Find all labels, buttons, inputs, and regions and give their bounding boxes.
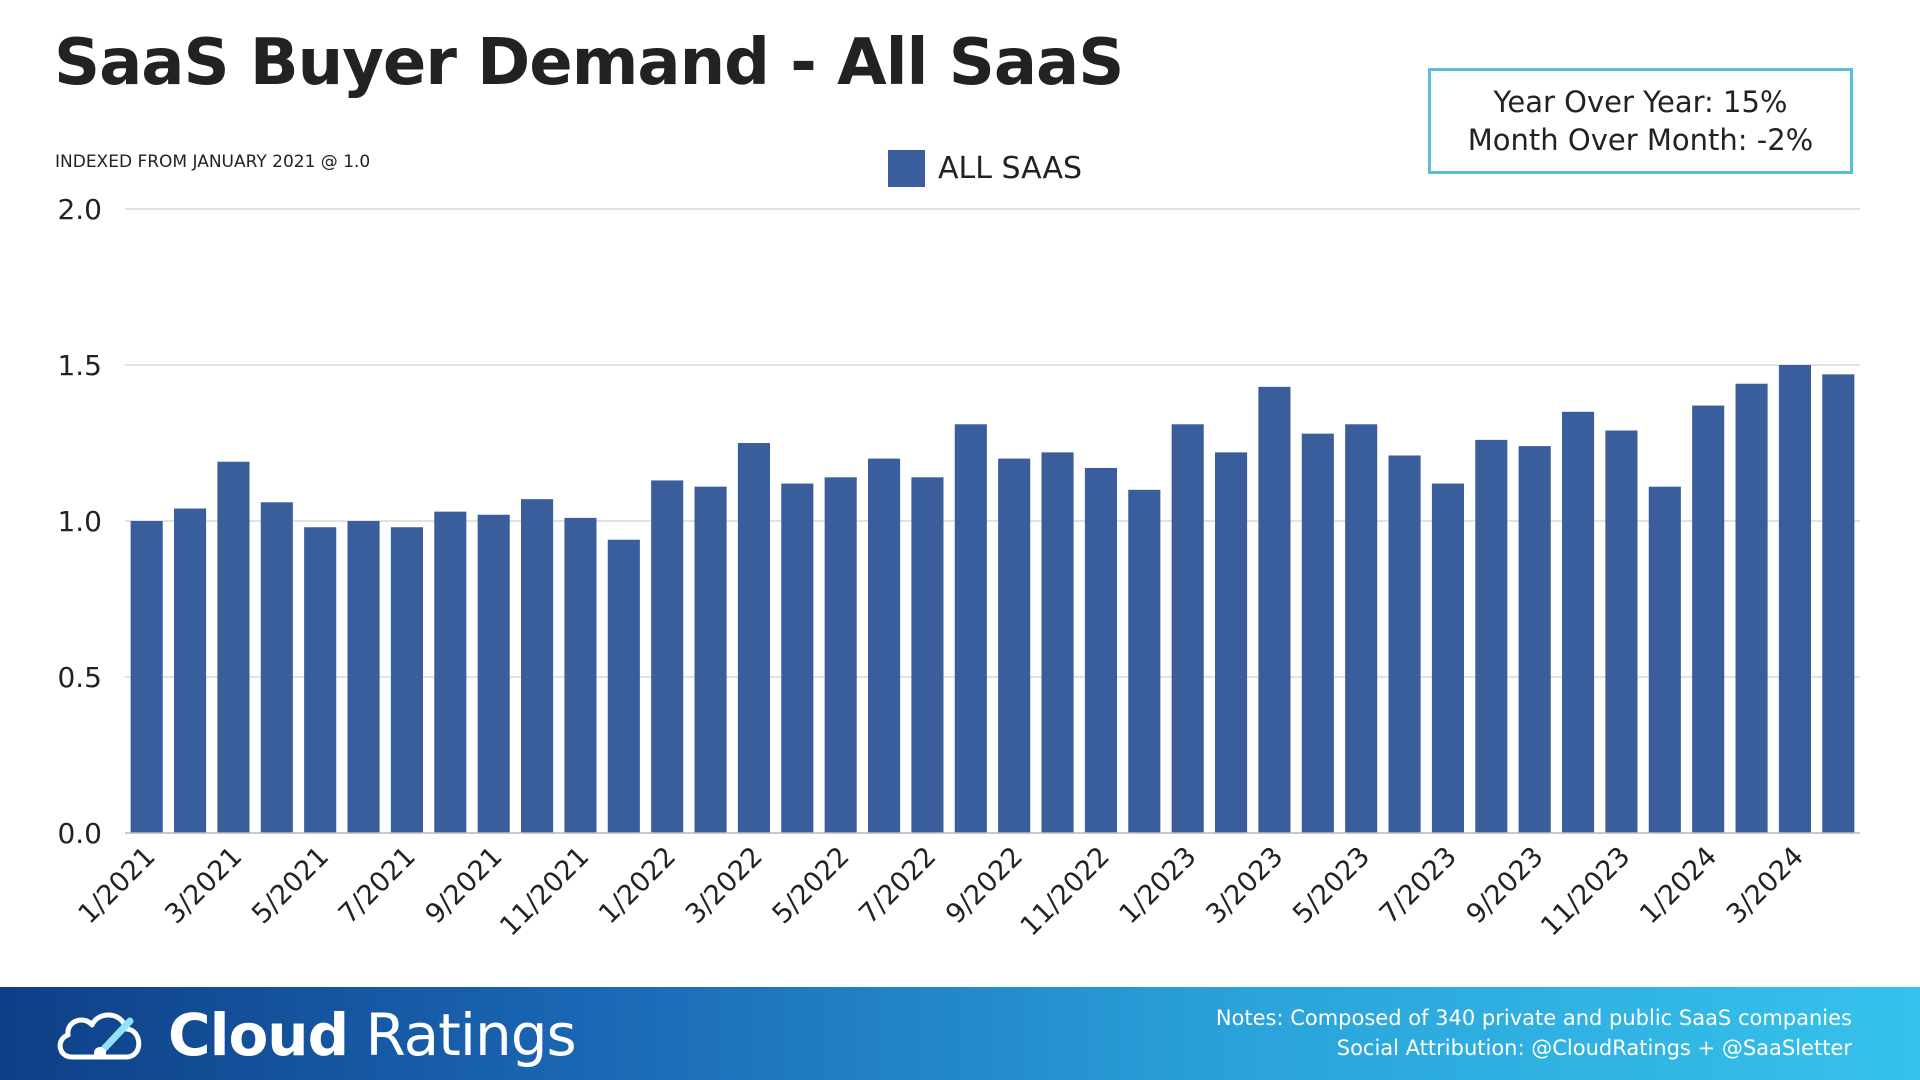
x-tick-label: 5/2022 — [767, 841, 856, 930]
bar — [1692, 405, 1725, 833]
stats-box: Year Over Year: 15% Month Over Month: -2… — [1428, 68, 1853, 174]
bar — [781, 483, 814, 833]
bar — [1822, 374, 1855, 833]
bar — [1648, 486, 1681, 833]
brand-bold: Cloud — [168, 1001, 349, 1069]
bar — [651, 480, 684, 833]
x-tick-label: 1/2024 — [1634, 841, 1723, 930]
bar — [911, 477, 944, 833]
y-tick-label: 2.0 — [57, 193, 102, 226]
x-tick-label: 7/2023 — [1374, 841, 1463, 930]
bar — [217, 461, 250, 833]
bar — [824, 477, 857, 833]
x-tick-label: 3/2021 — [159, 841, 248, 930]
bar — [694, 486, 727, 833]
bar — [1215, 452, 1248, 833]
chart-subtitle: INDEXED FROM JANUARY 2021 @ 1.0 — [55, 152, 371, 172]
x-tick-label: 3/2022 — [680, 841, 769, 930]
year-over-year-stat: Year Over Year: 15% — [1493, 85, 1788, 119]
bar — [1562, 411, 1595, 833]
bar — [260, 502, 293, 833]
bar — [130, 521, 163, 833]
bar — [477, 514, 510, 833]
x-tick-label: 5/2023 — [1287, 841, 1376, 930]
x-tick-label: 5/2021 — [246, 841, 335, 930]
bar — [1735, 383, 1768, 833]
cloud-speedometer-icon — [57, 1012, 142, 1060]
bar — [390, 527, 423, 833]
bar — [1301, 433, 1334, 833]
x-tick-label: 7/2022 — [853, 841, 942, 930]
bar — [868, 458, 901, 833]
bar — [1605, 430, 1638, 833]
x-tick-label: 11/2021 — [494, 841, 595, 942]
bar-chart: 0.00.51.01.52.01/20213/20215/20217/20219… — [57, 193, 1860, 942]
bar — [564, 517, 597, 833]
bar — [1258, 386, 1291, 833]
x-tick-label: 11/2023 — [1535, 841, 1636, 942]
bar — [607, 539, 640, 833]
bar — [1171, 424, 1204, 833]
brand-name: Cloud Ratings — [168, 1001, 577, 1069]
notes-line: Notes: Composed of 340 private and publi… — [1215, 1006, 1852, 1030]
bar — [1128, 489, 1161, 833]
x-tick-label: 11/2022 — [1015, 841, 1116, 942]
legend-swatch — [888, 150, 925, 187]
legend-label: ALL SAAS — [938, 151, 1083, 186]
legend: ALL SAAS — [888, 150, 1082, 187]
bar — [174, 508, 207, 833]
bar — [304, 527, 337, 833]
bar — [1084, 467, 1117, 833]
bar — [1345, 424, 1378, 833]
bar — [954, 424, 987, 833]
bar — [737, 443, 770, 833]
x-tick-label: 9/2021 — [420, 841, 509, 930]
bar — [434, 511, 467, 833]
bar — [521, 499, 554, 833]
x-tick-label: 1/2021 — [73, 841, 162, 930]
y-tick-label: 1.0 — [57, 505, 102, 538]
bar — [1778, 365, 1811, 833]
chart-title: SaaS Buyer Demand - All SaaS — [54, 26, 1124, 100]
y-tick-label: 0.5 — [57, 661, 102, 694]
month-over-month-stat: Month Over Month: -2% — [1467, 123, 1814, 157]
footer-banner: Cloud Ratings Notes: Composed of 340 pri… — [0, 987, 1920, 1080]
x-tick-label: 1/2023 — [1114, 841, 1203, 930]
x-tick-label: 3/2024 — [1721, 841, 1810, 930]
x-tick-label: 9/2022 — [940, 841, 1029, 930]
bar — [347, 521, 380, 833]
bar — [998, 458, 1031, 833]
brand-light: Ratings — [365, 1001, 577, 1069]
bar — [1518, 446, 1551, 833]
y-tick-label: 1.5 — [57, 349, 102, 382]
footer-notes: Notes: Composed of 340 private and publi… — [1216, 1003, 1852, 1063]
x-tick-label: 3/2023 — [1200, 841, 1289, 930]
bar — [1041, 452, 1074, 833]
bar — [1431, 483, 1464, 833]
x-tick-label: 7/2021 — [333, 841, 422, 930]
bar — [1475, 439, 1508, 833]
x-tick-label: 1/2022 — [593, 841, 682, 930]
bar — [1388, 455, 1421, 833]
y-tick-label: 0.0 — [57, 817, 102, 850]
attribution-line: Social Attribution: @CloudRatings + @Saa… — [1336, 1036, 1852, 1060]
x-tick-label: 9/2023 — [1461, 841, 1550, 930]
cloud-ratings-logo: Cloud Ratings — [52, 1001, 577, 1069]
